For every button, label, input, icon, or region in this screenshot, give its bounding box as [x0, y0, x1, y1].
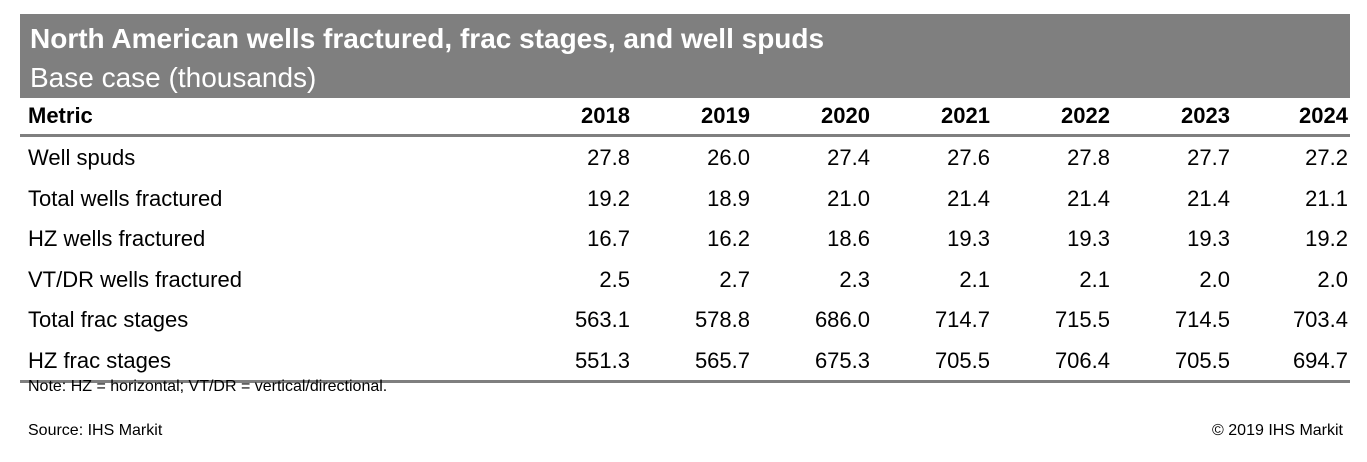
table-cell: 2.3: [839, 266, 870, 292]
header-year: 2020: [750, 98, 870, 137]
footnote: Note: HZ = horizontal; VT/DR = vertical/…: [28, 378, 388, 395]
table-cell: 706.4: [990, 339, 1110, 383]
table-cell: 26.0: [707, 145, 750, 171]
table-cell: 19.3: [947, 226, 990, 252]
table-cell: 675.3: [750, 339, 870, 383]
table-cell: 27.6: [947, 145, 990, 171]
table-cell: 705.5: [870, 339, 990, 383]
table-cell: 18.6: [827, 226, 870, 252]
table-row: VT/DR wells fractured 2.5 2.7 2.3 2.1 2.1 2.0 2…: [20, 259, 1350, 300]
table-cell: 27.2: [1305, 145, 1348, 171]
table-cell: 27.7: [1187, 145, 1230, 171]
table-cell: 694.7: [1230, 339, 1350, 383]
header-year: 2019: [630, 98, 750, 137]
header-row: Metric 2018 2019 2020 2021 2022 2023 202…: [20, 98, 1350, 137]
header-year: 2021: [870, 98, 990, 137]
table-subtitle: Base case (thousands): [30, 62, 317, 93]
table-cell: 19.2: [587, 185, 630, 211]
table-cell: 705.5: [1110, 339, 1230, 383]
table-cell: 2.1: [959, 266, 990, 292]
table-cell: 21.4: [1187, 185, 1230, 211]
table-title: North American wells fractured, frac sta…: [30, 23, 825, 54]
table-cell: 578.8: [694, 307, 750, 333]
copyright-text: © 2019 IHS Markit: [1212, 422, 1343, 439]
header-year: 2022: [990, 98, 1110, 137]
header-metric: Metric: [20, 98, 510, 137]
header-year: 2024: [1230, 98, 1350, 137]
source-text: Source: IHS Markit: [28, 422, 163, 439]
table-cell: 2.0: [1317, 266, 1348, 292]
table-row: Total wells fractured 19.2 18.9 21.0 21.4 21.…: [20, 178, 1350, 219]
table-cell: 27.4: [827, 145, 870, 171]
table-cell: 27.8: [1067, 145, 1110, 171]
table-cell: 19.3: [1067, 226, 1110, 252]
table-cell: 686.0: [814, 307, 870, 333]
table-cell: 21.1: [1305, 185, 1348, 211]
table-cell: 21.0: [827, 185, 870, 211]
row-label: Well spuds: [28, 145, 136, 171]
table-cell: 16.2: [707, 226, 750, 252]
header-year: 2018: [510, 98, 630, 137]
table-cell: 18.9: [707, 185, 750, 211]
table-cell: 565.7: [630, 339, 750, 383]
table-cell: 19.3: [1187, 226, 1230, 252]
data-table: Metric 2018 2019 2020 2021 2022 2023 202…: [20, 98, 1350, 383]
table-cell: 2.1: [1079, 266, 1110, 292]
table-cell: 21.4: [947, 185, 990, 211]
header-year: 2023: [1110, 98, 1230, 137]
table-cell: 563.1: [574, 307, 630, 333]
table-cell: 714.5: [1174, 307, 1230, 333]
table-cell: 19.2: [1305, 226, 1348, 252]
table-cell: 2.5: [599, 266, 630, 292]
table-cell: 27.8: [587, 145, 630, 171]
row-label: VT/DR wells fractured: [28, 266, 242, 292]
table-cell: 21.4: [1067, 185, 1110, 211]
table-cell: 703.4: [1292, 307, 1348, 333]
table-cell: 2.0: [1199, 266, 1230, 292]
row-label: Total wells fractured: [28, 185, 223, 211]
table-row: Well spuds 27.8 26.0 27.4 27.6 27.8 27.7 27.2: [20, 136, 1350, 178]
table-cell: 551.3: [510, 339, 630, 383]
table-cell: 714.7: [934, 307, 990, 333]
table-row: HZ frac stages 551.3 565.7 675.3 705.5 706.4 7…: [20, 339, 1350, 383]
row-label: HZ frac stages: [20, 339, 510, 383]
row-label: Total frac stages: [28, 307, 189, 333]
row-label: HZ wells fractured: [28, 226, 206, 252]
table-row: Total frac stages 563.1 578.8 686.0 714.7 715…: [20, 299, 1350, 340]
table-row: HZ wells fractured 16.7 16.2 18.6 19.3 19.3 19…: [20, 218, 1350, 259]
table-cell: 715.5: [1054, 307, 1110, 333]
table-cell: 2.7: [719, 266, 750, 292]
title-band: North American wells fractured, frac sta…: [20, 14, 1350, 98]
table-cell: 16.7: [587, 226, 630, 252]
